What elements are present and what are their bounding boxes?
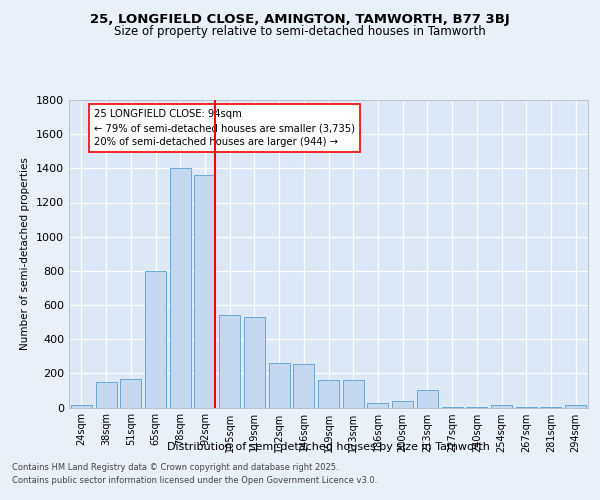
Bar (170, 168, 191, 408)
Bar (120, 380, 141, 407)
Bar (71, 405, 92, 407)
Bar (491, 405, 512, 407)
Text: Contains HM Land Registry data © Crown copyright and database right 2025.: Contains HM Land Registry data © Crown c… (12, 464, 338, 472)
Bar (565, 405, 586, 407)
Bar (269, 363, 290, 408)
Bar (244, 317, 265, 408)
Bar (367, 403, 388, 407)
Text: 25 LONGFIELD CLOSE: 94sqm
← 79% of semi-detached houses are smaller (3,735)
20% : 25 LONGFIELD CLOSE: 94sqm ← 79% of semi-… (94, 110, 355, 148)
Bar (343, 380, 364, 407)
Bar (219, 316, 240, 408)
Bar (194, 175, 215, 408)
Text: Distribution of semi-detached houses by size in Tamworth: Distribution of semi-detached houses by … (167, 442, 490, 452)
Text: Size of property relative to semi-detached houses in Tamworth: Size of property relative to semi-detach… (114, 25, 486, 38)
Bar (95, 382, 116, 407)
Text: Contains public sector information licensed under the Open Government Licence v3: Contains public sector information licen… (12, 476, 377, 485)
Bar (417, 390, 438, 407)
Bar (293, 364, 314, 408)
Text: 25, LONGFIELD CLOSE, AMINGTON, TAMWORTH, B77 3BJ: 25, LONGFIELD CLOSE, AMINGTON, TAMWORTH,… (90, 12, 510, 26)
Bar (145, 271, 166, 407)
Bar (392, 400, 413, 407)
Y-axis label: Number of semi-detached properties: Number of semi-detached properties (20, 158, 31, 350)
Bar (318, 380, 339, 407)
